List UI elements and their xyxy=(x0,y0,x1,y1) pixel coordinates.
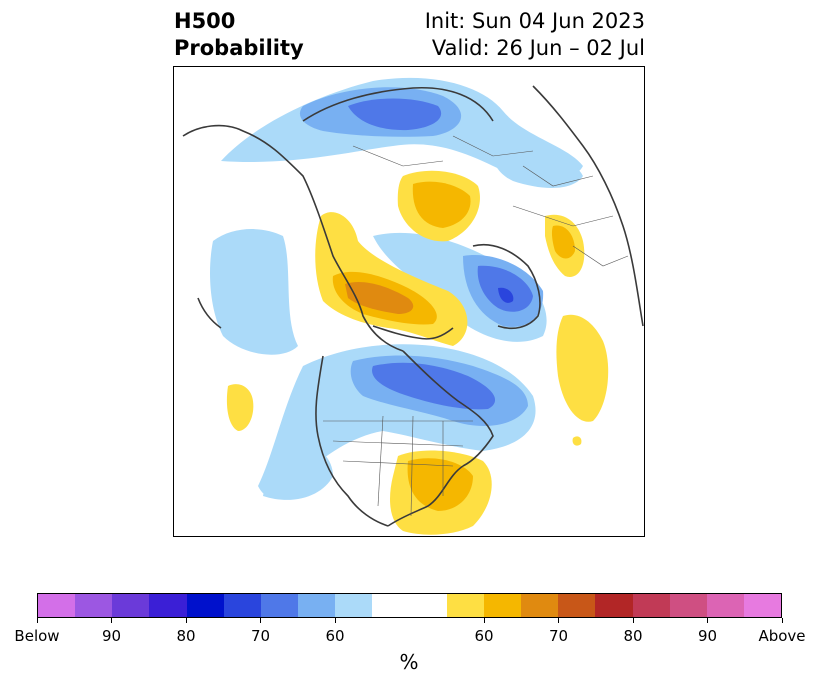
yellow-mid-siberia xyxy=(412,181,471,228)
colorbar-segment xyxy=(149,594,187,617)
colorbar-tick-label: 70 xyxy=(250,627,271,645)
valid-range: Valid: 26 Jun – 02 Jul xyxy=(431,36,645,60)
chart-title: H500 Probability xyxy=(174,8,304,62)
colorbar-tick-label: 80 xyxy=(623,627,643,645)
colorbar-label: % xyxy=(399,650,419,674)
colorbar-tick-mark xyxy=(111,618,112,623)
colorbar-segment xyxy=(335,594,373,617)
colorbar-segment xyxy=(409,594,447,617)
colorbar-segment xyxy=(75,594,113,617)
colorbar-tick-mark xyxy=(558,618,559,623)
colorbar-tick-mark xyxy=(707,618,708,623)
colorbar-tick-label: Above xyxy=(758,627,806,645)
colorbar-segment xyxy=(743,594,782,617)
colorbar-tick-mark xyxy=(781,618,783,623)
colorbar-segment xyxy=(595,594,633,617)
colorbar-segment xyxy=(669,594,707,617)
blue-region-europe xyxy=(492,149,583,188)
blue-region-pacific-east xyxy=(263,443,333,500)
colorbar-segment xyxy=(706,594,744,617)
colorbar-segment xyxy=(298,594,336,617)
colorbar-tick-label: 80 xyxy=(176,627,196,645)
blue-darker-asia xyxy=(498,287,514,303)
colorbar-tick-label: 90 xyxy=(697,627,718,645)
yellow-region-atlantic xyxy=(556,314,609,422)
colorbar-segment xyxy=(223,594,261,617)
title-type: Probability xyxy=(174,36,304,60)
colorbar-segment xyxy=(186,594,224,617)
title-variable: H500 xyxy=(174,9,236,33)
colorbar-segment xyxy=(558,594,596,617)
colorbar-segment xyxy=(112,594,150,617)
colorbar-segment xyxy=(632,594,670,617)
colorbar xyxy=(37,593,782,618)
colorbar-tick-mark xyxy=(483,618,485,623)
colorbar-tick-label: 60 xyxy=(325,627,345,645)
coastlines xyxy=(182,85,644,527)
colorbar-segment xyxy=(372,594,410,617)
colorbar-tick-label: 60 xyxy=(474,627,494,645)
yellow-region-pacific-small xyxy=(226,384,254,431)
colorbar-segment xyxy=(483,594,522,617)
orange-core-pacific xyxy=(345,281,414,314)
political-borders xyxy=(323,135,629,517)
colorbar-tick-label: 70 xyxy=(548,627,569,645)
colorbar-tick-mark xyxy=(36,618,38,623)
colorbar-tick-label: 90 xyxy=(101,627,122,645)
colorbar-segment xyxy=(521,594,559,617)
colorbar-tick-mark xyxy=(632,618,634,623)
colorbar-tick-mark xyxy=(260,618,261,623)
probability-map xyxy=(173,66,645,537)
colorbar-tick-mark xyxy=(334,618,336,623)
blue-dark-atlantic xyxy=(348,98,442,131)
yellow-region-caribbean xyxy=(572,436,582,446)
colorbar-tick-label: Below xyxy=(14,627,60,645)
colorbar-tick-mark xyxy=(185,618,187,623)
blue-region-pacific-west xyxy=(210,229,298,355)
chart-subtitle: Init: Sun 04 Jun 2023 Valid: 26 Jun – 02… xyxy=(425,8,645,62)
colorbar-segment xyxy=(446,594,484,617)
init-date: Init: Sun 04 Jun 2023 xyxy=(424,9,645,33)
colorbar-segment xyxy=(260,594,299,617)
colorbar-segment xyxy=(38,594,76,617)
blue-dark-north-america xyxy=(372,362,496,410)
yellow-mid-europe xyxy=(551,225,575,259)
probability-fields xyxy=(210,77,609,535)
